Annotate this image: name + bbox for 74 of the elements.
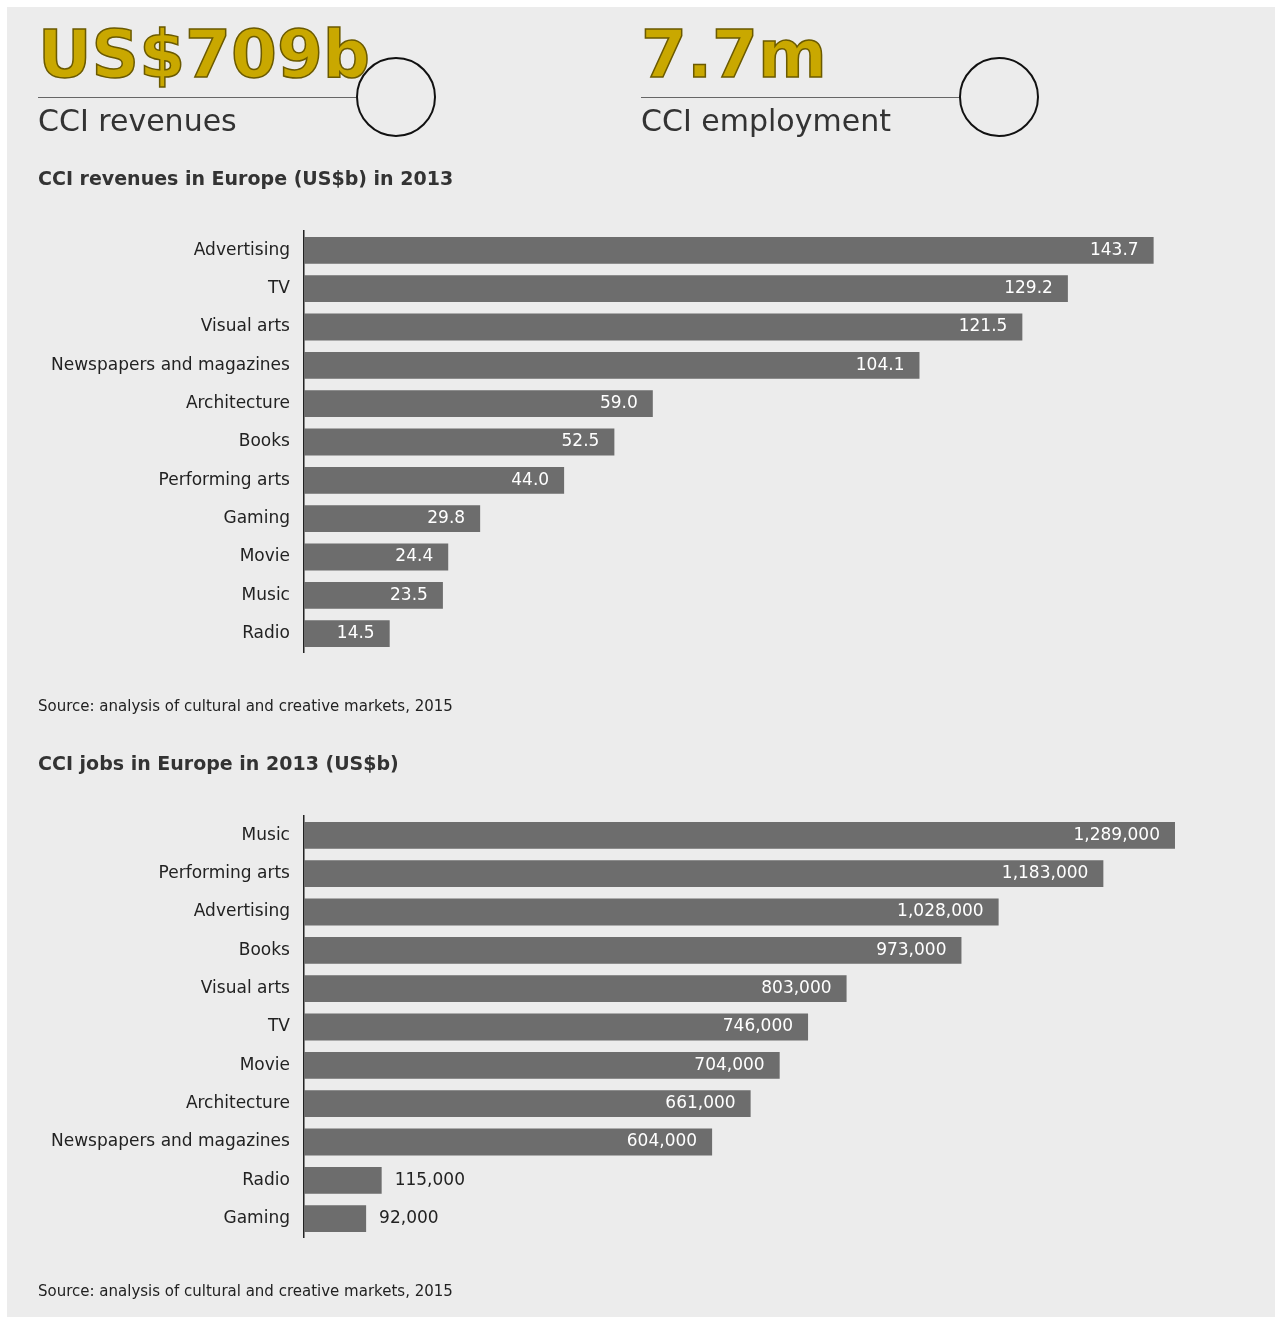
y-tick-label: Movie <box>239 545 290 566</box>
y-tick-label: Newspapers and magazines <box>50 1130 291 1151</box>
data-label: 121.5 <box>958 315 1008 336</box>
bar <box>303 860 1104 888</box>
chart-title: CCI jobs in Europe in 2013 (US$b) <box>38 752 399 774</box>
data-label: 52.5 <box>561 430 600 451</box>
y-tick-label: Visual arts <box>200 315 291 336</box>
data-label: 104.1 <box>855 353 905 374</box>
y-tick-label: Advertising <box>193 900 290 921</box>
bar <box>303 505 481 533</box>
data-label: 115,000 <box>394 1168 465 1189</box>
bar <box>303 898 999 926</box>
bar <box>303 1051 780 1079</box>
data-label: 143.7 <box>1089 238 1139 259</box>
text: 7.7m <box>641 16 827 93</box>
y-tick-label: Movie <box>239 1053 290 1074</box>
data-label: 24.4 <box>395 545 434 566</box>
source-note: Source: analysis of cultural and creative markets, 2015 <box>38 1282 453 1300</box>
y-tick-label: Books <box>238 430 291 451</box>
data-label: 803,000 <box>761 977 832 998</box>
data-label: 59.0 <box>599 392 638 413</box>
y-tick-label: TV <box>266 1015 291 1036</box>
bar <box>303 351 920 379</box>
y-tick-label: Visual arts <box>200 977 291 998</box>
y-tick-label: Architecture <box>185 392 290 413</box>
data-label: 29.8 <box>427 507 466 528</box>
y-tick-label: Newspapers and magazines <box>50 353 291 374</box>
data-label: 23.5 <box>390 583 428 604</box>
data-label: 746,000 <box>722 1015 794 1036</box>
bar <box>303 1205 367 1233</box>
y-tick-label: Performing arts <box>158 468 291 489</box>
bar <box>303 620 390 648</box>
chart-title: CCI revenues in Europe (US$b) in 2013 <box>38 167 454 189</box>
bar <box>303 313 1023 341</box>
y-tick-label: Gaming <box>223 507 290 528</box>
y-tick-label: Books <box>238 938 291 959</box>
bar <box>303 275 1068 303</box>
bar <box>303 936 962 964</box>
bar <box>303 975 847 1003</box>
bar <box>303 1013 809 1041</box>
y-tick-label: Music <box>241 823 290 844</box>
bar <box>303 1166 382 1194</box>
text: CCI revenues <box>38 103 237 138</box>
source-note: Source: analysis of cultural and creative markets, 2015 <box>38 697 453 715</box>
bar <box>303 581 443 609</box>
data-label: 14.5 <box>336 622 375 643</box>
data-label: 129.2 <box>1004 277 1053 298</box>
data-label: 604,000 <box>626 1130 698 1151</box>
data-label: 661,000 <box>665 1092 736 1113</box>
y-tick-label: Music <box>241 583 290 604</box>
y-tick-label: Architecture <box>185 1092 290 1113</box>
text: CCI employment <box>641 103 891 138</box>
bar <box>303 390 653 418</box>
bar <box>303 543 449 571</box>
y-tick-label: TV <box>266 277 291 298</box>
bar <box>303 1128 713 1156</box>
bar <box>303 236 1154 264</box>
y-tick-label: Performing arts <box>158 862 291 883</box>
data-label: 1,183,000 <box>1001 862 1089 883</box>
bar <box>303 821 1175 849</box>
data-label: 1,028,000 <box>897 900 984 921</box>
data-label: 44.0 <box>511 468 550 489</box>
y-tick-label: Gaming <box>223 1207 290 1228</box>
bar <box>303 466 565 494</box>
y-tick-label: Radio <box>242 1168 290 1189</box>
y-tick-label: Radio <box>242 622 290 643</box>
data-label: 973,000 <box>876 938 947 959</box>
text: US$709b <box>38 16 371 93</box>
data-label: 1,289,000 <box>1073 823 1160 844</box>
data-label: 92,000 <box>379 1207 439 1228</box>
data-label: 704,000 <box>694 1053 765 1074</box>
bar <box>303 1090 751 1118</box>
y-tick-label: Advertising <box>193 238 290 259</box>
bar <box>303 428 615 456</box>
